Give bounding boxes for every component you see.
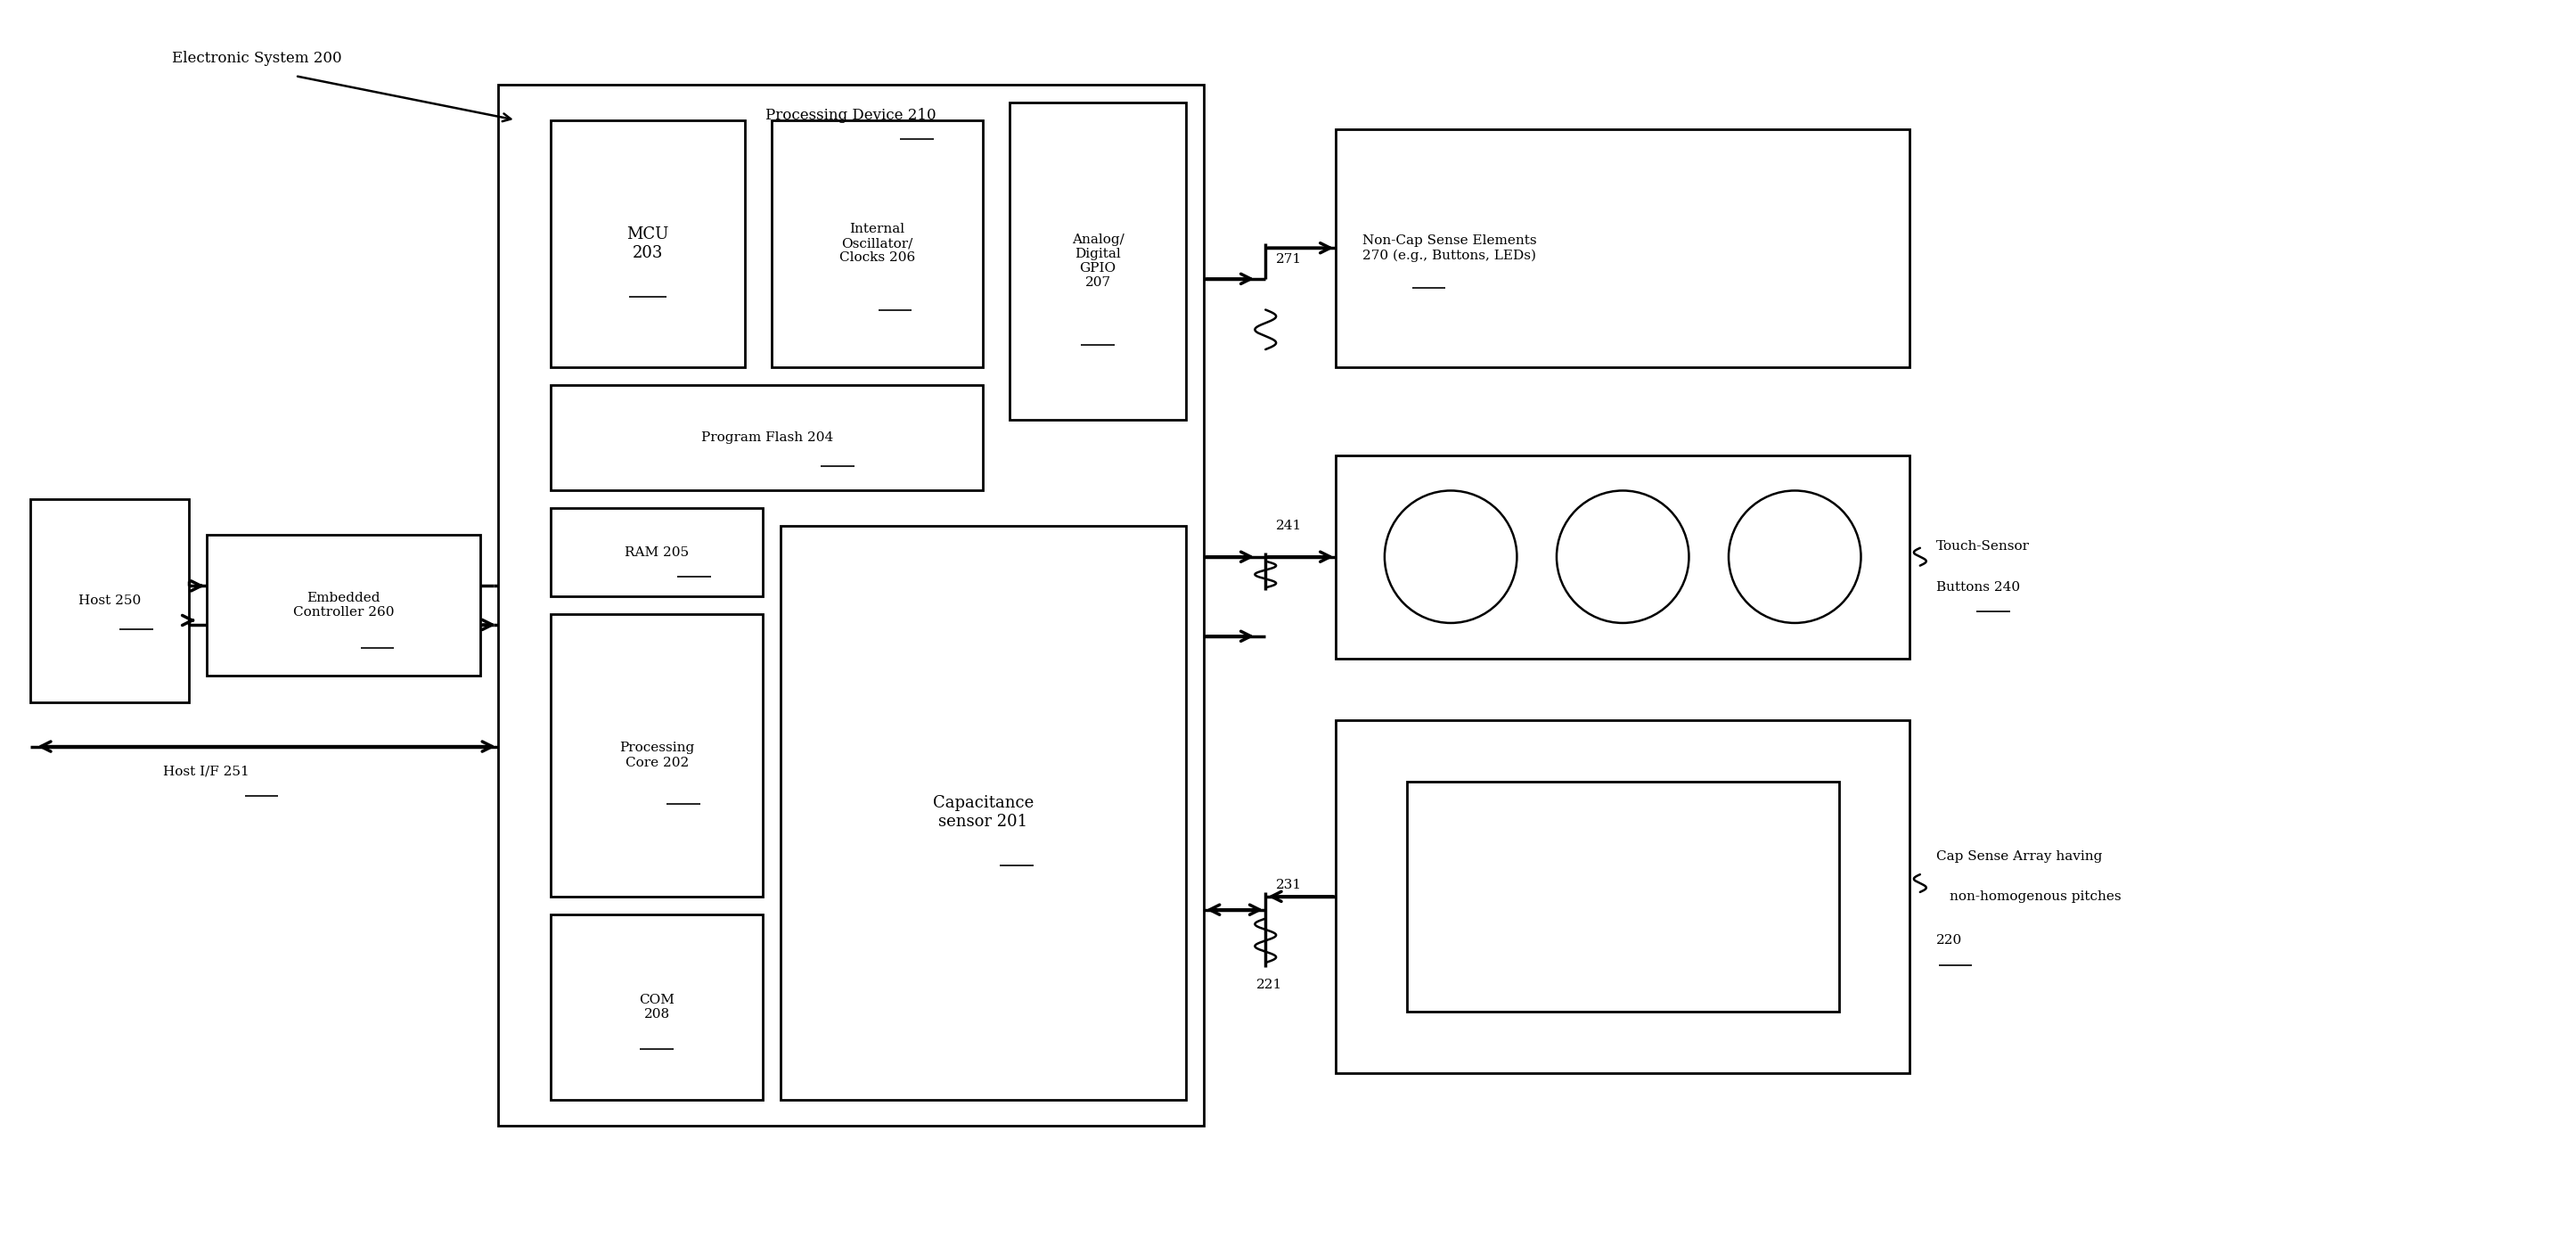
Bar	[1406, 782, 1839, 1011]
Text: 241: 241	[1275, 520, 1301, 532]
Bar	[1337, 129, 1909, 368]
Text: 221: 221	[1257, 978, 1283, 990]
Bar	[497, 84, 1203, 1125]
Bar	[31, 499, 188, 702]
Text: Host 250: Host 250	[80, 594, 142, 607]
Text: Processing Device 210: Processing Device 210	[765, 108, 935, 123]
Bar	[781, 526, 1185, 1099]
Bar	[1337, 456, 1909, 659]
Text: RAM 205: RAM 205	[626, 546, 688, 558]
Text: Non-Cap Sense Elements
270 (e.g., Buttons, LEDs): Non-Cap Sense Elements 270 (e.g., Button…	[1363, 234, 1538, 261]
Bar	[551, 120, 744, 368]
Text: Analog/
Digital
GPIO
207: Analog/ Digital GPIO 207	[1072, 233, 1123, 290]
Bar	[551, 914, 762, 1099]
Text: Buttons 240: Buttons 240	[1937, 582, 2020, 594]
Text: Processing
Core 202: Processing Core 202	[618, 742, 696, 769]
Text: 220: 220	[1937, 935, 1963, 947]
Text: Capacitance
sensor 201: Capacitance sensor 201	[933, 795, 1033, 829]
Text: Host I/F 251: Host I/F 251	[162, 765, 250, 777]
Bar	[551, 614, 762, 896]
Text: non-homogenous pitches: non-homogenous pitches	[1950, 890, 2120, 903]
Text: MCU
203: MCU 203	[626, 227, 670, 261]
Bar	[1010, 103, 1185, 420]
Bar	[773, 120, 984, 368]
Text: 231: 231	[1275, 879, 1301, 891]
Bar	[551, 509, 762, 597]
Text: Program Flash 204: Program Flash 204	[701, 431, 832, 444]
Text: Touch-Sensor: Touch-Sensor	[1937, 540, 2030, 552]
Text: 271: 271	[1275, 254, 1301, 266]
Text: Electronic System 200: Electronic System 200	[173, 51, 343, 66]
Bar	[551, 385, 984, 490]
Text: COM
208: COM 208	[639, 993, 675, 1020]
Bar	[1337, 721, 1909, 1073]
Text: Internal
Oscillator/
Clocks 206: Internal Oscillator/ Clocks 206	[840, 223, 914, 264]
Bar	[206, 535, 479, 676]
Text: Cap Sense Array having: Cap Sense Array having	[1937, 851, 2102, 863]
Text: Embedded
Controller 260: Embedded Controller 260	[294, 592, 394, 619]
